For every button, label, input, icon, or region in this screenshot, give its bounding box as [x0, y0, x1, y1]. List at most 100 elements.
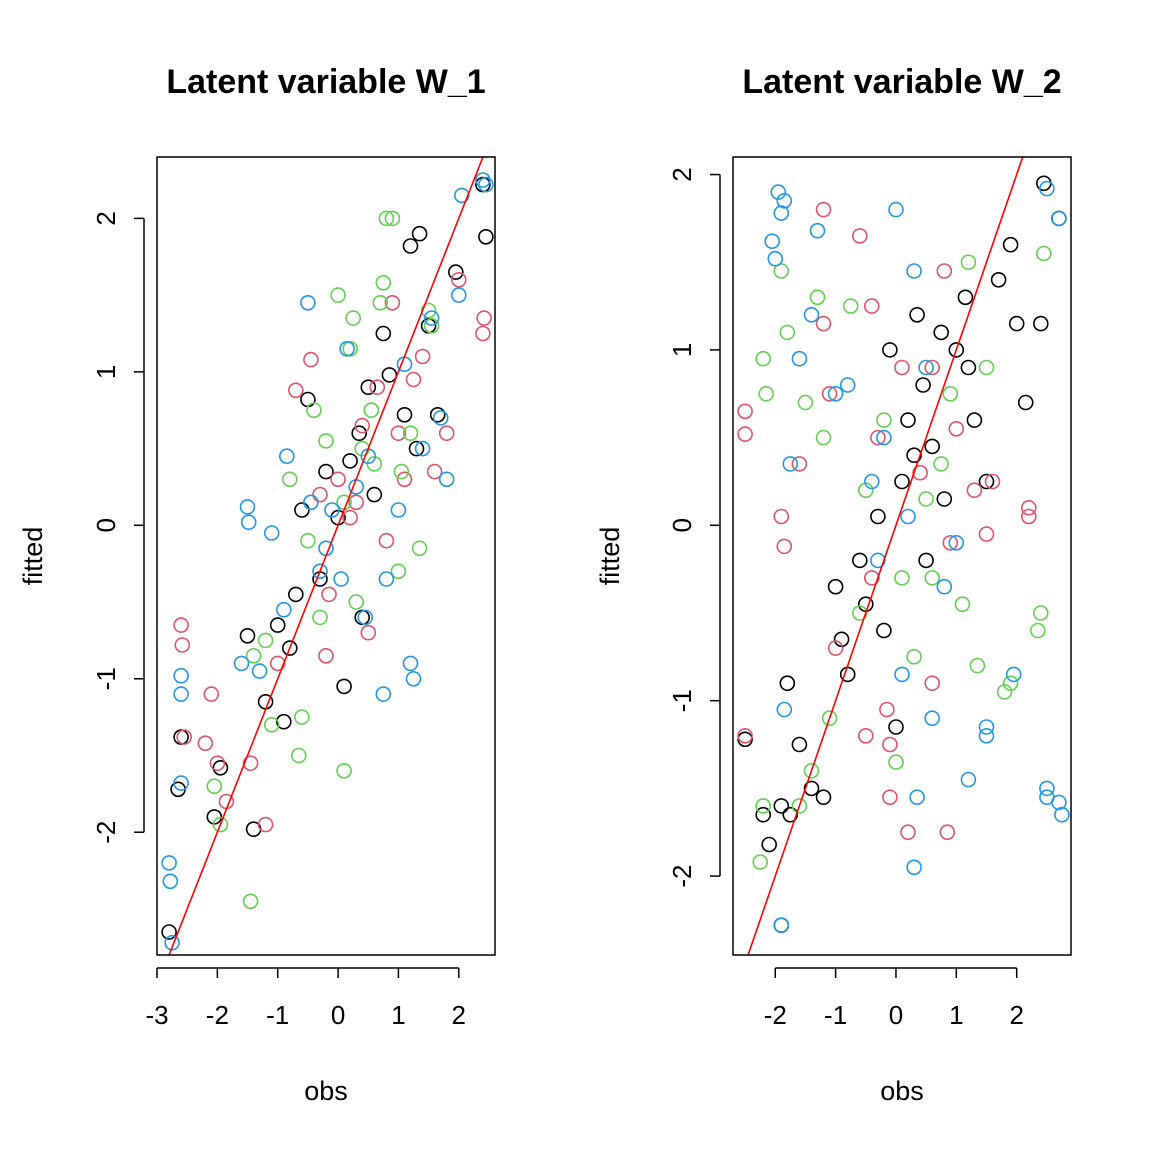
data-point [797, 394, 814, 411]
data-point [776, 538, 793, 555]
data-point [450, 271, 467, 288]
data-point [312, 486, 328, 503]
data-point [924, 710, 941, 727]
data-point [239, 499, 256, 515]
data-point [842, 298, 859, 314]
data-point [330, 471, 346, 488]
data-point [203, 686, 220, 702]
data-point [269, 617, 286, 633]
x-tick-label: 1 [949, 1000, 963, 1030]
x-tick-label: 0 [889, 1000, 903, 1030]
data-point [978, 719, 995, 735]
y-tick-label: -1 [91, 667, 121, 690]
data-point [342, 509, 358, 526]
data-point [990, 271, 1007, 288]
data-point [900, 412, 916, 428]
data-point [475, 325, 491, 342]
data-point [863, 570, 880, 586]
data-point [773, 917, 790, 934]
data-point [378, 210, 395, 227]
data-point [402, 655, 419, 672]
reference-line [168, 157, 484, 955]
data-point [876, 622, 892, 639]
data-point [960, 359, 977, 376]
data-point [390, 563, 407, 580]
data-point [251, 663, 268, 679]
data-point [1008, 315, 1025, 332]
data-point [791, 456, 808, 472]
data-point [915, 377, 931, 393]
data-point [414, 440, 431, 457]
y-tick-label: 2 [667, 167, 697, 181]
chart-title: Latent variable W_1 [166, 63, 485, 101]
data-point [782, 806, 799, 823]
data-point [894, 359, 910, 376]
x-tick-label: -3 [145, 1000, 168, 1030]
data-point [773, 263, 790, 279]
data-point [737, 426, 753, 442]
data-point [912, 464, 928, 481]
data-point [294, 502, 310, 518]
data-point [348, 494, 365, 511]
data-point [360, 624, 377, 641]
data-point [402, 425, 419, 442]
data-point [375, 686, 392, 702]
data-point [966, 482, 983, 499]
data-point [924, 438, 941, 455]
data-point [960, 254, 977, 271]
data-point [948, 534, 965, 551]
data-point [755, 806, 772, 823]
data-point [423, 317, 440, 334]
data-point [909, 789, 925, 806]
y-tick-label: 1 [667, 343, 697, 357]
data-point [240, 514, 257, 531]
data-point [478, 229, 494, 245]
x-tick-label: 2 [1009, 1000, 1023, 1030]
x-tick-label: -1 [266, 1000, 289, 1030]
x-tick-label: 0 [331, 1000, 345, 1030]
data-point [978, 473, 995, 490]
data-point [300, 532, 316, 549]
data-point [420, 302, 437, 319]
data-point [803, 762, 820, 779]
data-point [773, 205, 790, 221]
data-point [275, 601, 292, 618]
data-point [936, 491, 953, 507]
data-point [870, 552, 886, 569]
data-point [390, 502, 407, 518]
data-point [447, 264, 464, 280]
data-point [263, 716, 280, 733]
data-point [426, 463, 443, 480]
data-point [815, 315, 832, 332]
data-point [942, 534, 959, 551]
data-point [960, 771, 977, 788]
data-point [791, 350, 808, 367]
data-point [294, 709, 310, 725]
data-point [257, 816, 274, 833]
data-point [290, 747, 307, 764]
data-point [1021, 499, 1037, 516]
data-point [815, 201, 832, 218]
data-point [450, 287, 467, 303]
data-point [737, 403, 753, 420]
data-point [942, 385, 959, 402]
data-point [414, 348, 431, 365]
data-point [287, 586, 304, 603]
data-point [752, 854, 769, 870]
data-point [1030, 622, 1046, 639]
data-point [174, 637, 191, 653]
data-point [906, 263, 922, 279]
data-point [924, 675, 941, 692]
data-point [888, 754, 904, 770]
data-point [351, 425, 368, 442]
data-point [278, 448, 295, 465]
reference-line [747, 157, 1024, 955]
data-point [209, 755, 226, 772]
data-point [809, 222, 826, 239]
y-tick-label: -1 [667, 689, 697, 712]
data-point [894, 570, 910, 586]
data-point [245, 647, 262, 664]
data-point [396, 406, 413, 423]
data-point [1002, 236, 1019, 253]
